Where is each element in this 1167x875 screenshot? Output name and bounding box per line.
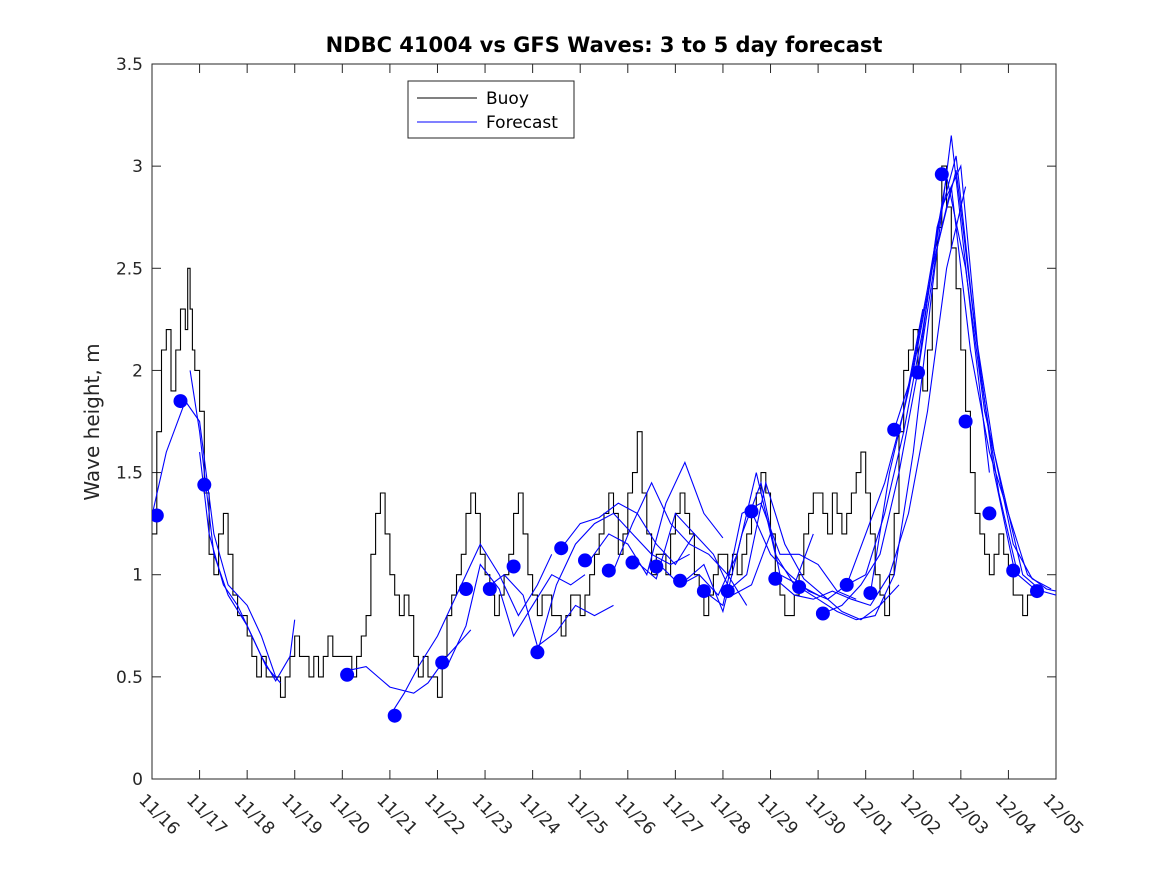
forecast-marker bbox=[173, 394, 188, 409]
y-tick-label: 3.5 bbox=[116, 55, 143, 75]
forecast-run-line-24 bbox=[917, 170, 1052, 590]
y-tick-label: 2 bbox=[132, 361, 143, 381]
forecast-marker bbox=[482, 582, 497, 596]
forecast-marker bbox=[506, 559, 521, 574]
forecast-marker bbox=[792, 580, 807, 594]
axes-box bbox=[151, 63, 1057, 780]
forecast-marker bbox=[387, 708, 402, 723]
forecast-marker bbox=[1030, 584, 1044, 599]
forecast-marker bbox=[435, 655, 450, 670]
forecast-marker bbox=[863, 586, 878, 601]
forecast-run-line-15 bbox=[703, 502, 857, 607]
forecast-run-line-9 bbox=[560, 502, 695, 566]
forecast-marker bbox=[839, 577, 854, 592]
y-tick-label: 0 bbox=[132, 770, 143, 790]
forecast-run-line-18 bbox=[774, 186, 967, 607]
forecast-run-line-7 bbox=[484, 573, 614, 648]
forecast-marker bbox=[649, 559, 664, 574]
forecast-run-line-16 bbox=[727, 480, 900, 621]
forecast-run-line-5 bbox=[389, 542, 553, 716]
y-tick-label: 0.5 bbox=[116, 668, 143, 688]
forecast-run-line-6 bbox=[446, 563, 586, 667]
forecast-marker bbox=[815, 606, 830, 621]
plot-area: 00.511.522.533.511/1611/1711/1811/1911/2… bbox=[116, 55, 1087, 839]
forecast-marker bbox=[887, 422, 902, 437]
forecast-marker bbox=[744, 504, 759, 519]
series-group bbox=[152, 135, 1056, 723]
forecast-marker bbox=[911, 365, 925, 380]
forecast-marker bbox=[197, 477, 212, 492]
forecast-marker bbox=[625, 555, 640, 570]
forecast-marker bbox=[934, 167, 949, 182]
forecast-run-line-19 bbox=[798, 135, 990, 621]
chart-title: NDBC 41004 vs GFS Waves: 3 to 5 day fore… bbox=[326, 33, 883, 57]
forecast-run-line-17 bbox=[750, 308, 924, 600]
forecast-marker bbox=[340, 667, 355, 682]
forecast-marker bbox=[578, 553, 592, 568]
y-tick-label: 1 bbox=[132, 566, 143, 586]
legend-box bbox=[407, 80, 575, 139]
forecast-run-line-3 bbox=[199, 452, 281, 684]
forecast-marker bbox=[982, 506, 997, 521]
forecast-marker bbox=[1006, 563, 1021, 578]
y-tick-label: 3 bbox=[132, 157, 143, 177]
forecast-marker bbox=[696, 584, 711, 599]
buoy-series-line bbox=[152, 165, 1042, 698]
forecast-marker bbox=[958, 414, 973, 429]
y-tick-label: 1.5 bbox=[116, 464, 143, 484]
forecast-run-line-10 bbox=[589, 460, 724, 577]
forecast-run-line-1 bbox=[152, 399, 277, 678]
forecast-marker bbox=[768, 571, 783, 586]
y-tick-label: 2.5 bbox=[116, 259, 143, 279]
forecast-marker bbox=[152, 508, 164, 523]
forecast-run-line-8 bbox=[536, 512, 690, 653]
legend: Buoy Forecast bbox=[407, 80, 575, 139]
forecast-marker bbox=[601, 563, 616, 578]
forecast-marker bbox=[530, 645, 545, 660]
forecast-marker bbox=[673, 573, 688, 588]
forecast-run-line-22 bbox=[869, 176, 1056, 596]
y-axis-title: Wave height, m bbox=[80, 343, 104, 500]
forecast-marker bbox=[459, 582, 473, 596]
forecast-run-line-11 bbox=[612, 481, 748, 606]
forecast-run-line-4 bbox=[346, 629, 472, 694]
legend-label-buoy: Buoy bbox=[486, 89, 529, 109]
forecast-marker bbox=[554, 541, 569, 556]
legend-label-forecast: Forecast bbox=[486, 113, 558, 133]
forecast-marker bbox=[720, 584, 735, 599]
